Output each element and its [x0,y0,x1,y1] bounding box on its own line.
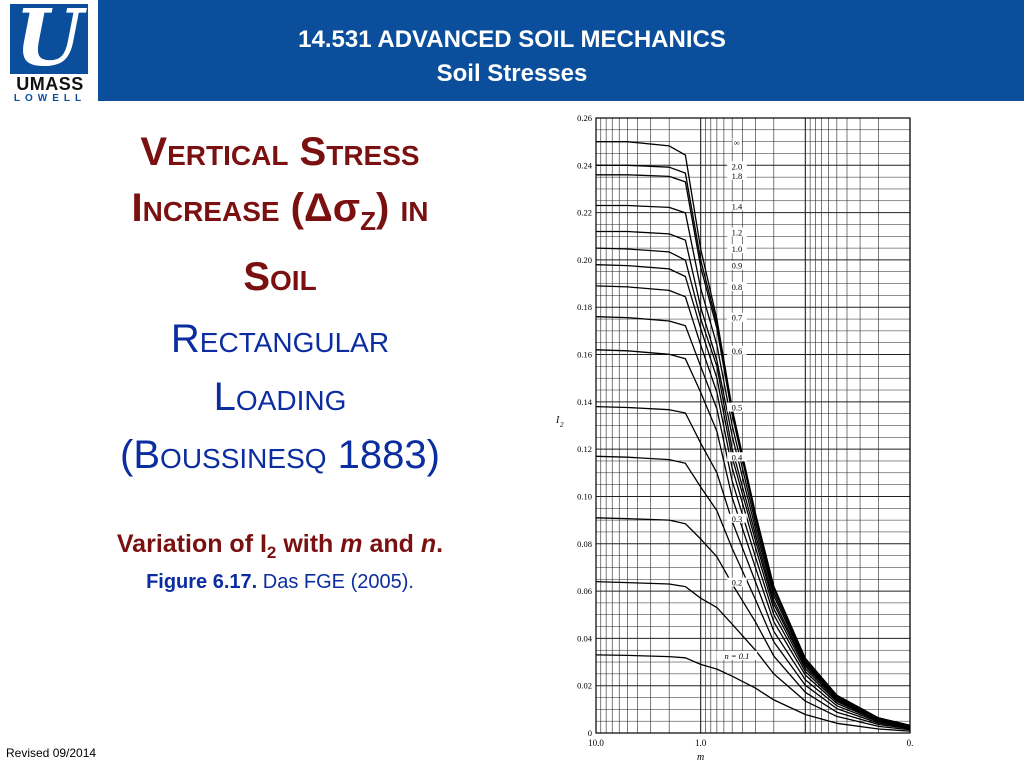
x-tick-label: 10.0 [588,738,604,748]
series-line [595,455,911,729]
y-tick-label: 0.12 [577,444,592,454]
y-tick-label: 0.18 [577,302,592,312]
caption-subscript: 2 [266,543,277,562]
series-label-background [727,281,747,291]
logo-umass-text: UMASS [16,74,84,94]
series-label: 0.4 [732,452,743,462]
series-line [595,285,911,728]
series-label: 1.4 [732,202,743,212]
series-label-background [716,650,758,660]
series-label: 0.2 [732,578,743,588]
series-line [596,141,911,727]
course-title: 14.531 ADVANCED SOIL MECHANICS [298,26,726,53]
series-label-background [727,577,747,587]
figure-label: Figure 6.17. [146,571,258,593]
series-label: 1.8 [732,171,743,181]
figure-reference: Figure 6.17. Das FGE (2005). [40,571,520,594]
series-label-background [727,312,747,322]
y-tick-label: 0.08 [577,539,592,549]
slide-title-line-2: Increase (ΔσZ) in [40,180,520,249]
title-increase-text: Increase ( [131,186,304,230]
y-tick-label: 0.24 [577,160,593,170]
series-line [595,349,911,728]
slide-subtitle-line-1: Rectangular [170,317,390,361]
slide-subtitle: Rectangular Loading (Boussinesq 1883) [40,310,520,484]
caption-n: n [420,530,437,558]
y-tick-label: 0.10 [577,491,592,501]
series-label: n = 0.1 [725,651,750,661]
logo-u-mark: U [10,4,88,74]
x-tick-label: 0. [907,738,914,748]
caption-variation-text: Variation of I [116,530,267,558]
series-line [595,405,911,729]
series-label: 1.0 [732,244,743,254]
y-axis-label: I [555,415,560,426]
title-in-text: ) in [376,186,429,230]
y-tick-label: 0.06 [577,586,592,596]
y-tick-label: 0.14 [577,397,593,407]
series-label-background [727,161,747,171]
caption-period: . [436,530,444,558]
series-label: 0.9 [732,261,743,271]
figure-source: Das FGE (2005). [257,571,414,593]
slide-title-line-1: Vertical Stress [140,130,420,174]
slide-subtitle-line-2: Loading [213,375,347,419]
x-tick-label: 1.0 [695,738,707,748]
title-sigma-subscript: Z [360,206,377,236]
series-label: ∞ [734,138,740,148]
y-tick-label: 0.02 [577,681,592,691]
y-axis-label-subscript: 2 [560,421,564,429]
series-label-background [727,345,747,355]
caption-with-text: with [276,530,341,558]
y-tick-label: 0.22 [577,208,592,218]
logo-u-glyph: U [14,4,84,74]
y-tick-label: 0.04 [577,633,593,643]
y-tick-label: 0.16 [577,350,592,360]
series-label-background [727,170,747,180]
series-label: 0.3 [732,514,743,524]
i2-variation-chart: 00.020.040.060.080.100.120.140.160.180.2… [555,113,914,763]
series-label-background [727,513,747,523]
series-label-background [727,402,747,412]
revised-date: Revised 09/2014 [6,746,97,760]
series-label: 0.8 [732,282,743,292]
logo-lowell-text: LOWELL [13,93,87,104]
series-label: 2.0 [732,161,743,171]
slide-title: Vertical Stress Increase (ΔσZ) in Soil [40,124,520,305]
series-label-background [727,452,747,462]
series-label-background [732,137,742,147]
series-line [595,316,911,728]
header-bar [0,0,1024,97]
y-tick-label: 0.26 [577,113,592,123]
series-label: 0.5 [732,403,743,413]
header-rule [0,97,1024,101]
plot-frame [595,117,911,734]
figure-caption: Variation of I2 with m and n. [40,530,520,563]
course-subtitle: Soil Stresses [436,60,588,87]
series-label: 0.7 [732,313,743,323]
series-line [596,230,911,727]
series-line [595,654,911,732]
series-line [596,164,911,727]
umass-lowell-logo: U UMASS LOWELL [0,0,98,108]
y-tick-label: 0 [588,728,592,738]
series-label: 1.2 [732,228,743,238]
caption-and-text: and [362,530,421,558]
series-label-background [727,227,747,237]
y-tick-label: 0.20 [577,255,592,265]
series-label: 0.6 [732,346,743,356]
title-delta-sigma: Δσ [304,186,361,230]
caption-m: m [340,530,363,558]
series-label-background [727,201,747,211]
series-label-background [727,260,747,270]
series-label-background [727,244,747,254]
series-line [595,580,911,731]
x-axis-label: m [697,752,704,763]
series-line [596,174,911,727]
slide-title-line-3: Soil [243,255,317,299]
slide-subtitle-line-3: (Boussinesq 1883) [120,433,440,477]
